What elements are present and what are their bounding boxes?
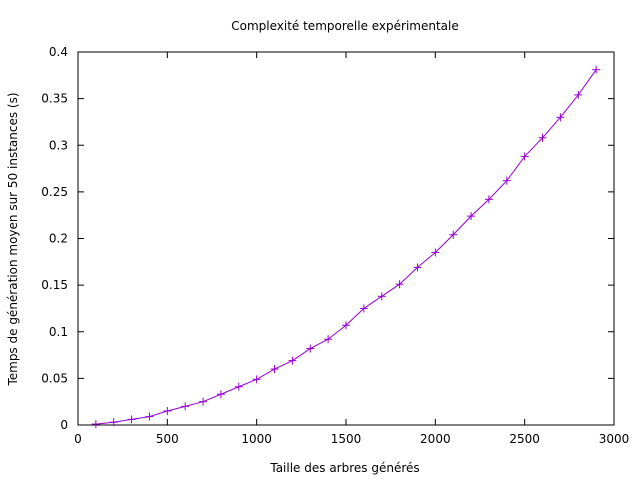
y-tick-label: 0.25 [41,185,68,199]
x-tick-label: 500 [156,432,179,446]
data-point [270,365,279,374]
data-point [413,263,422,272]
data-point [538,133,547,142]
y-tick-label: 0.4 [49,45,68,59]
data-point [252,375,261,384]
data-point [324,335,333,344]
data-point [234,382,243,391]
data-point [306,344,315,353]
x-tick-label: 1500 [331,432,362,446]
data-point [288,356,297,365]
data-point [163,407,172,416]
data-point [592,65,601,74]
data-point [127,415,136,424]
y-axis-label: Temps de génération moyen sur 50 instanc… [6,92,20,386]
y-tick-label: 0 [60,418,68,432]
y-tick-label: 0.3 [49,138,68,152]
x-tick-label: 2500 [509,432,540,446]
x-tick-label: 3000 [599,432,630,446]
data-point [377,292,386,301]
data-point [484,195,493,204]
chart-title: Complexité temporelle expérimentale [231,19,459,33]
y-tick-label: 0.15 [41,278,68,292]
y-tick-label: 0.2 [49,232,68,246]
x-axis: 0 500 1000 1500 2000 2500 3000 [74,52,629,446]
x-tick-label: 1000 [241,432,272,446]
series-group [91,65,601,429]
data-point [199,397,208,406]
data-point [91,420,100,429]
y-tick-label: 0.05 [41,371,68,385]
data-point [342,321,350,330]
y-tick-label: 0.35 [41,92,68,106]
x-tick-label: 2000 [420,432,451,446]
data-point [431,248,440,257]
data-point [502,176,511,185]
data-point [145,412,154,421]
x-axis-label: Taille des arbres générés [269,461,419,475]
data-point [520,152,529,161]
data-point [109,418,118,427]
data-point [449,230,458,239]
data-point [359,304,368,313]
y-tick-label: 0.1 [49,325,68,339]
data-point [181,402,190,411]
data-point [467,212,476,221]
data-point [574,90,583,99]
y-axis: 0 0.05 0.1 0.15 0.2 0.25 0.3 0.35 0.4 [41,45,614,432]
data-point [395,280,404,289]
x-tick-label: 0 [74,432,82,446]
data-point [556,113,565,122]
data-point [216,390,225,399]
